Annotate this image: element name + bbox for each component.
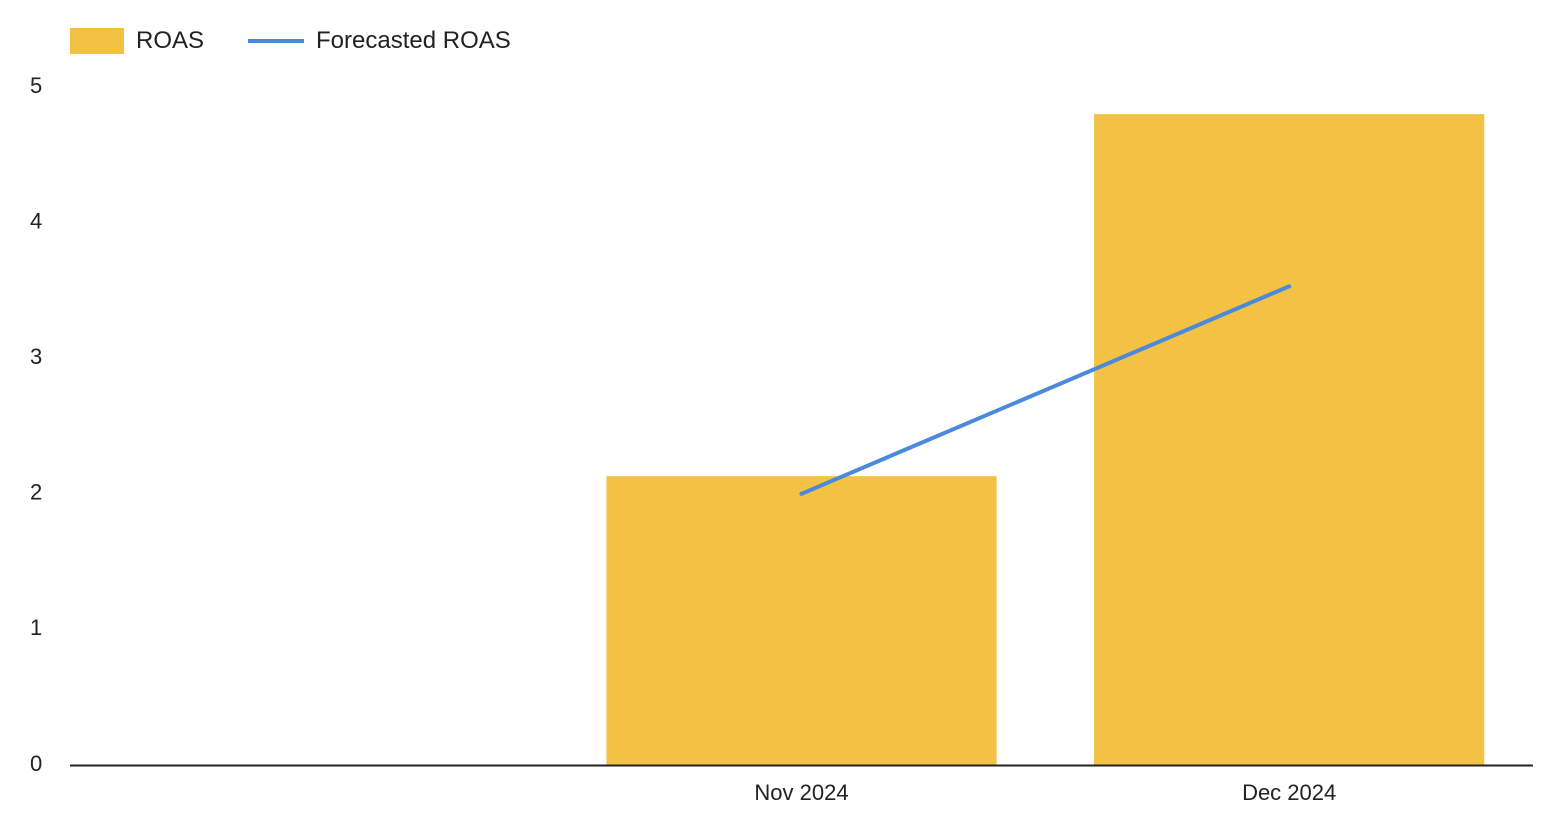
bar-series-roas	[606, 114, 1485, 766]
x-tick-label-dec-2024: Dec 2024	[1242, 780, 1336, 805]
y-tick-label-4: 4	[30, 208, 42, 233]
y-tick-label-0: 0	[30, 751, 42, 776]
y-tick-label-2: 2	[30, 480, 42, 505]
forecasted-roas-point-nov-2024[interactable]	[799, 491, 804, 496]
y-tick-label-3: 3	[30, 344, 42, 369]
y-tick-label-5: 5	[30, 73, 42, 98]
forecasted-roas-line[interactable]	[799, 284, 1292, 496]
line-series-forecasted-roas	[799, 284, 1292, 496]
x-tick-label-nov-2024: Nov 2024	[754, 780, 848, 805]
x-axis-ticks: Nov 2024 Dec 2024	[754, 780, 1336, 805]
y-axis-ticks: 0 1 2 3 4 5	[30, 73, 42, 776]
forecasted-roas-point-dec-2024[interactable]	[1287, 284, 1292, 289]
legend-item-forecasted-roas[interactable]: Forecasted ROAS	[248, 27, 511, 55]
legend-swatch-forecasted-roas	[248, 39, 305, 43]
y-tick-label-1: 1	[30, 615, 42, 640]
legend-swatch-roas	[70, 28, 124, 54]
bar-dec-2024[interactable]	[1094, 114, 1485, 766]
legend-label-forecasted-roas: Forecasted ROAS	[316, 27, 511, 54]
legend-item-roas[interactable]: ROAS	[70, 27, 204, 55]
legend-label-roas: ROAS	[136, 27, 205, 54]
chart-legend: ROAS Forecasted ROAS	[70, 24, 511, 58]
bar-nov-2024[interactable]	[606, 476, 997, 765]
